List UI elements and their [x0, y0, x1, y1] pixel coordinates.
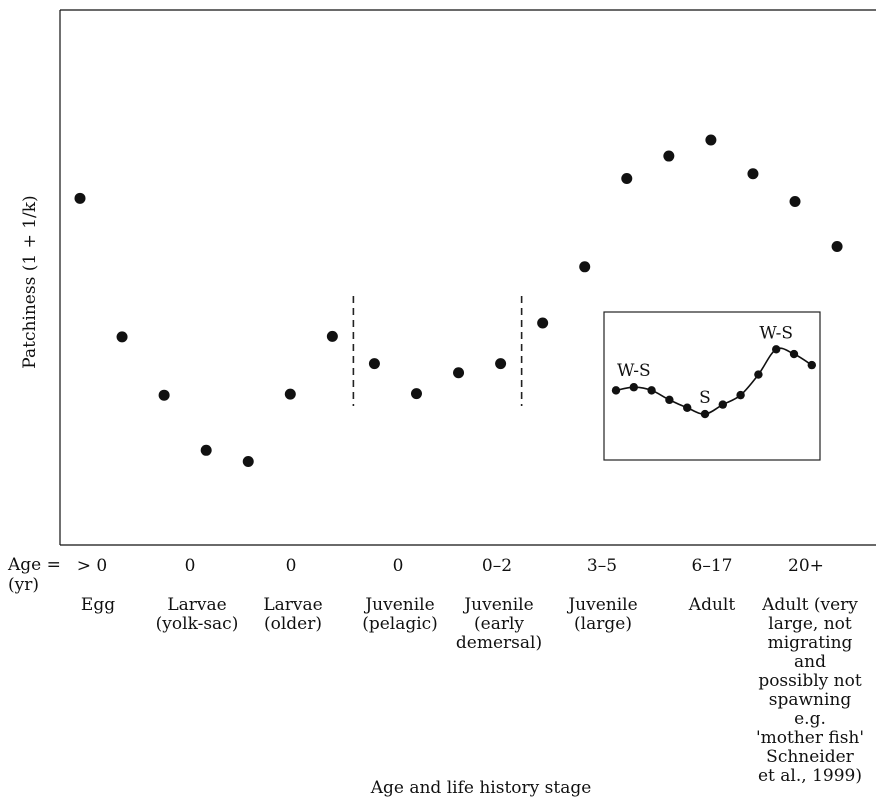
data-point	[116, 331, 128, 343]
data-point	[368, 358, 380, 370]
stage-label-line: Schneider	[766, 747, 854, 767]
inset-annotation: S	[699, 388, 711, 408]
y-axis-label: Patchiness (1 + 1/k)	[20, 195, 40, 369]
stage-label-line: migrating	[767, 633, 853, 653]
stage-label-line: Adult	[688, 595, 736, 615]
age-label: 0	[184, 556, 196, 576]
stage-label: Adult (very large, not migrating and possibl…	[756, 596, 864, 786]
data-point	[663, 150, 675, 162]
stage-dividers	[352, 296, 523, 406]
stage-label-line: (large)	[574, 614, 632, 634]
stage-label-line: Larvae	[263, 595, 323, 615]
stage-label-line: (pelagic)	[362, 614, 438, 634]
data-point	[705, 134, 717, 146]
data-point	[284, 388, 296, 400]
stage-label-line: Juvenile	[568, 595, 638, 615]
stage-label-line: Larvae	[167, 595, 227, 615]
inset-point	[736, 390, 745, 400]
age-prefix: Age =	[8, 555, 61, 575]
inset-chart: W-S S W-S	[603, 311, 821, 461]
stage-label-line: et al., 1999)	[758, 766, 862, 786]
data-point	[242, 456, 254, 468]
inset-point	[611, 386, 621, 395]
inset-point	[647, 386, 656, 395]
data-point	[495, 358, 507, 370]
inset-point	[754, 370, 763, 379]
inset-point	[700, 409, 710, 419]
stage-label-line: possibly not	[758, 671, 862, 691]
data-point	[747, 168, 759, 180]
stage-label: Adult	[689, 596, 735, 615]
inset-point	[718, 400, 727, 409]
axes	[59, 9, 876, 546]
age-label: 6–17	[691, 556, 733, 576]
data-point	[453, 367, 465, 379]
data-point	[74, 192, 86, 204]
stage-label: Egg	[81, 596, 115, 615]
stage-label-line: (early	[474, 614, 524, 634]
data-points	[74, 134, 843, 468]
data-point	[579, 261, 591, 273]
data-point	[158, 389, 170, 401]
age-unit: (yr)	[8, 575, 39, 595]
stage-label: Larvae (older)	[263, 596, 322, 634]
inset-point	[807, 360, 816, 370]
inset-point	[665, 395, 674, 405]
inset-annotation: W-S	[617, 361, 651, 381]
age-label: 3–5	[586, 556, 618, 576]
x-axis-label: Age and life history stage	[370, 778, 592, 798]
inset-point	[789, 349, 799, 359]
stage-label: Juvenile (large)	[568, 596, 637, 634]
data-point	[831, 240, 843, 252]
inset-annotation: W-S	[759, 323, 793, 343]
inset-point	[772, 345, 781, 354]
data-point	[326, 330, 338, 342]
stage-label: Juvenile (pelagic)	[362, 596, 438, 634]
stage-label-line: Adult (very	[762, 595, 858, 615]
stage-label-line: Juvenile	[365, 595, 435, 615]
stage-label-line: e.g.	[794, 709, 826, 729]
inset-point	[629, 383, 638, 392]
stage-label-line: Juvenile	[464, 595, 534, 615]
age-label: 20+	[788, 556, 824, 576]
stage-label-line: (yolk-sac)	[155, 614, 239, 634]
data-point	[789, 196, 801, 208]
age-label: 0	[285, 556, 297, 576]
stage-label-line: Egg	[80, 595, 116, 615]
age-label: > 0	[76, 556, 108, 576]
data-point	[200, 444, 212, 456]
stage-label-line: spawning	[768, 690, 852, 710]
stage-label-line: large, not	[768, 614, 852, 634]
data-point	[621, 173, 633, 185]
stage-label-line: 'mother fish'	[755, 728, 865, 748]
stage-label: Juvenile (early demersal)	[456, 596, 542, 653]
stage-label-line: (older)	[263, 614, 323, 634]
age-label: 0	[392, 556, 404, 576]
age-label: 0–2	[481, 556, 513, 576]
data-point	[410, 388, 422, 400]
data-point	[537, 317, 549, 329]
stage-label: Larvae (yolk-sac)	[156, 596, 239, 634]
inset-point	[683, 403, 692, 412]
stage-label-line: demersal)	[455, 633, 543, 653]
inset-frame	[603, 311, 821, 461]
stage-label-line: and	[794, 652, 826, 672]
